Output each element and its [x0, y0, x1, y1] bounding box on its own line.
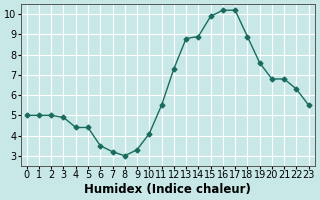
- X-axis label: Humidex (Indice chaleur): Humidex (Indice chaleur): [84, 183, 251, 196]
